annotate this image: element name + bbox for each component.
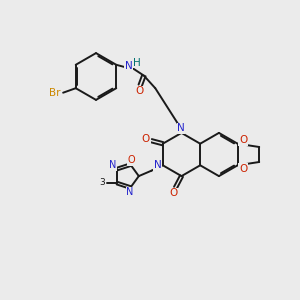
Text: H: H [134, 58, 141, 68]
Text: O: O [239, 164, 247, 174]
Text: N: N [126, 187, 134, 197]
Text: N: N [109, 160, 117, 170]
Text: N: N [154, 160, 161, 170]
Text: 3: 3 [99, 178, 105, 188]
Text: N: N [177, 123, 185, 134]
Text: O: O [135, 86, 143, 96]
Text: O: O [128, 155, 136, 165]
Text: O: O [170, 188, 178, 199]
Text: O: O [239, 135, 247, 145]
Text: N: N [125, 61, 133, 71]
Text: O: O [142, 134, 150, 144]
Text: Br: Br [49, 88, 61, 98]
